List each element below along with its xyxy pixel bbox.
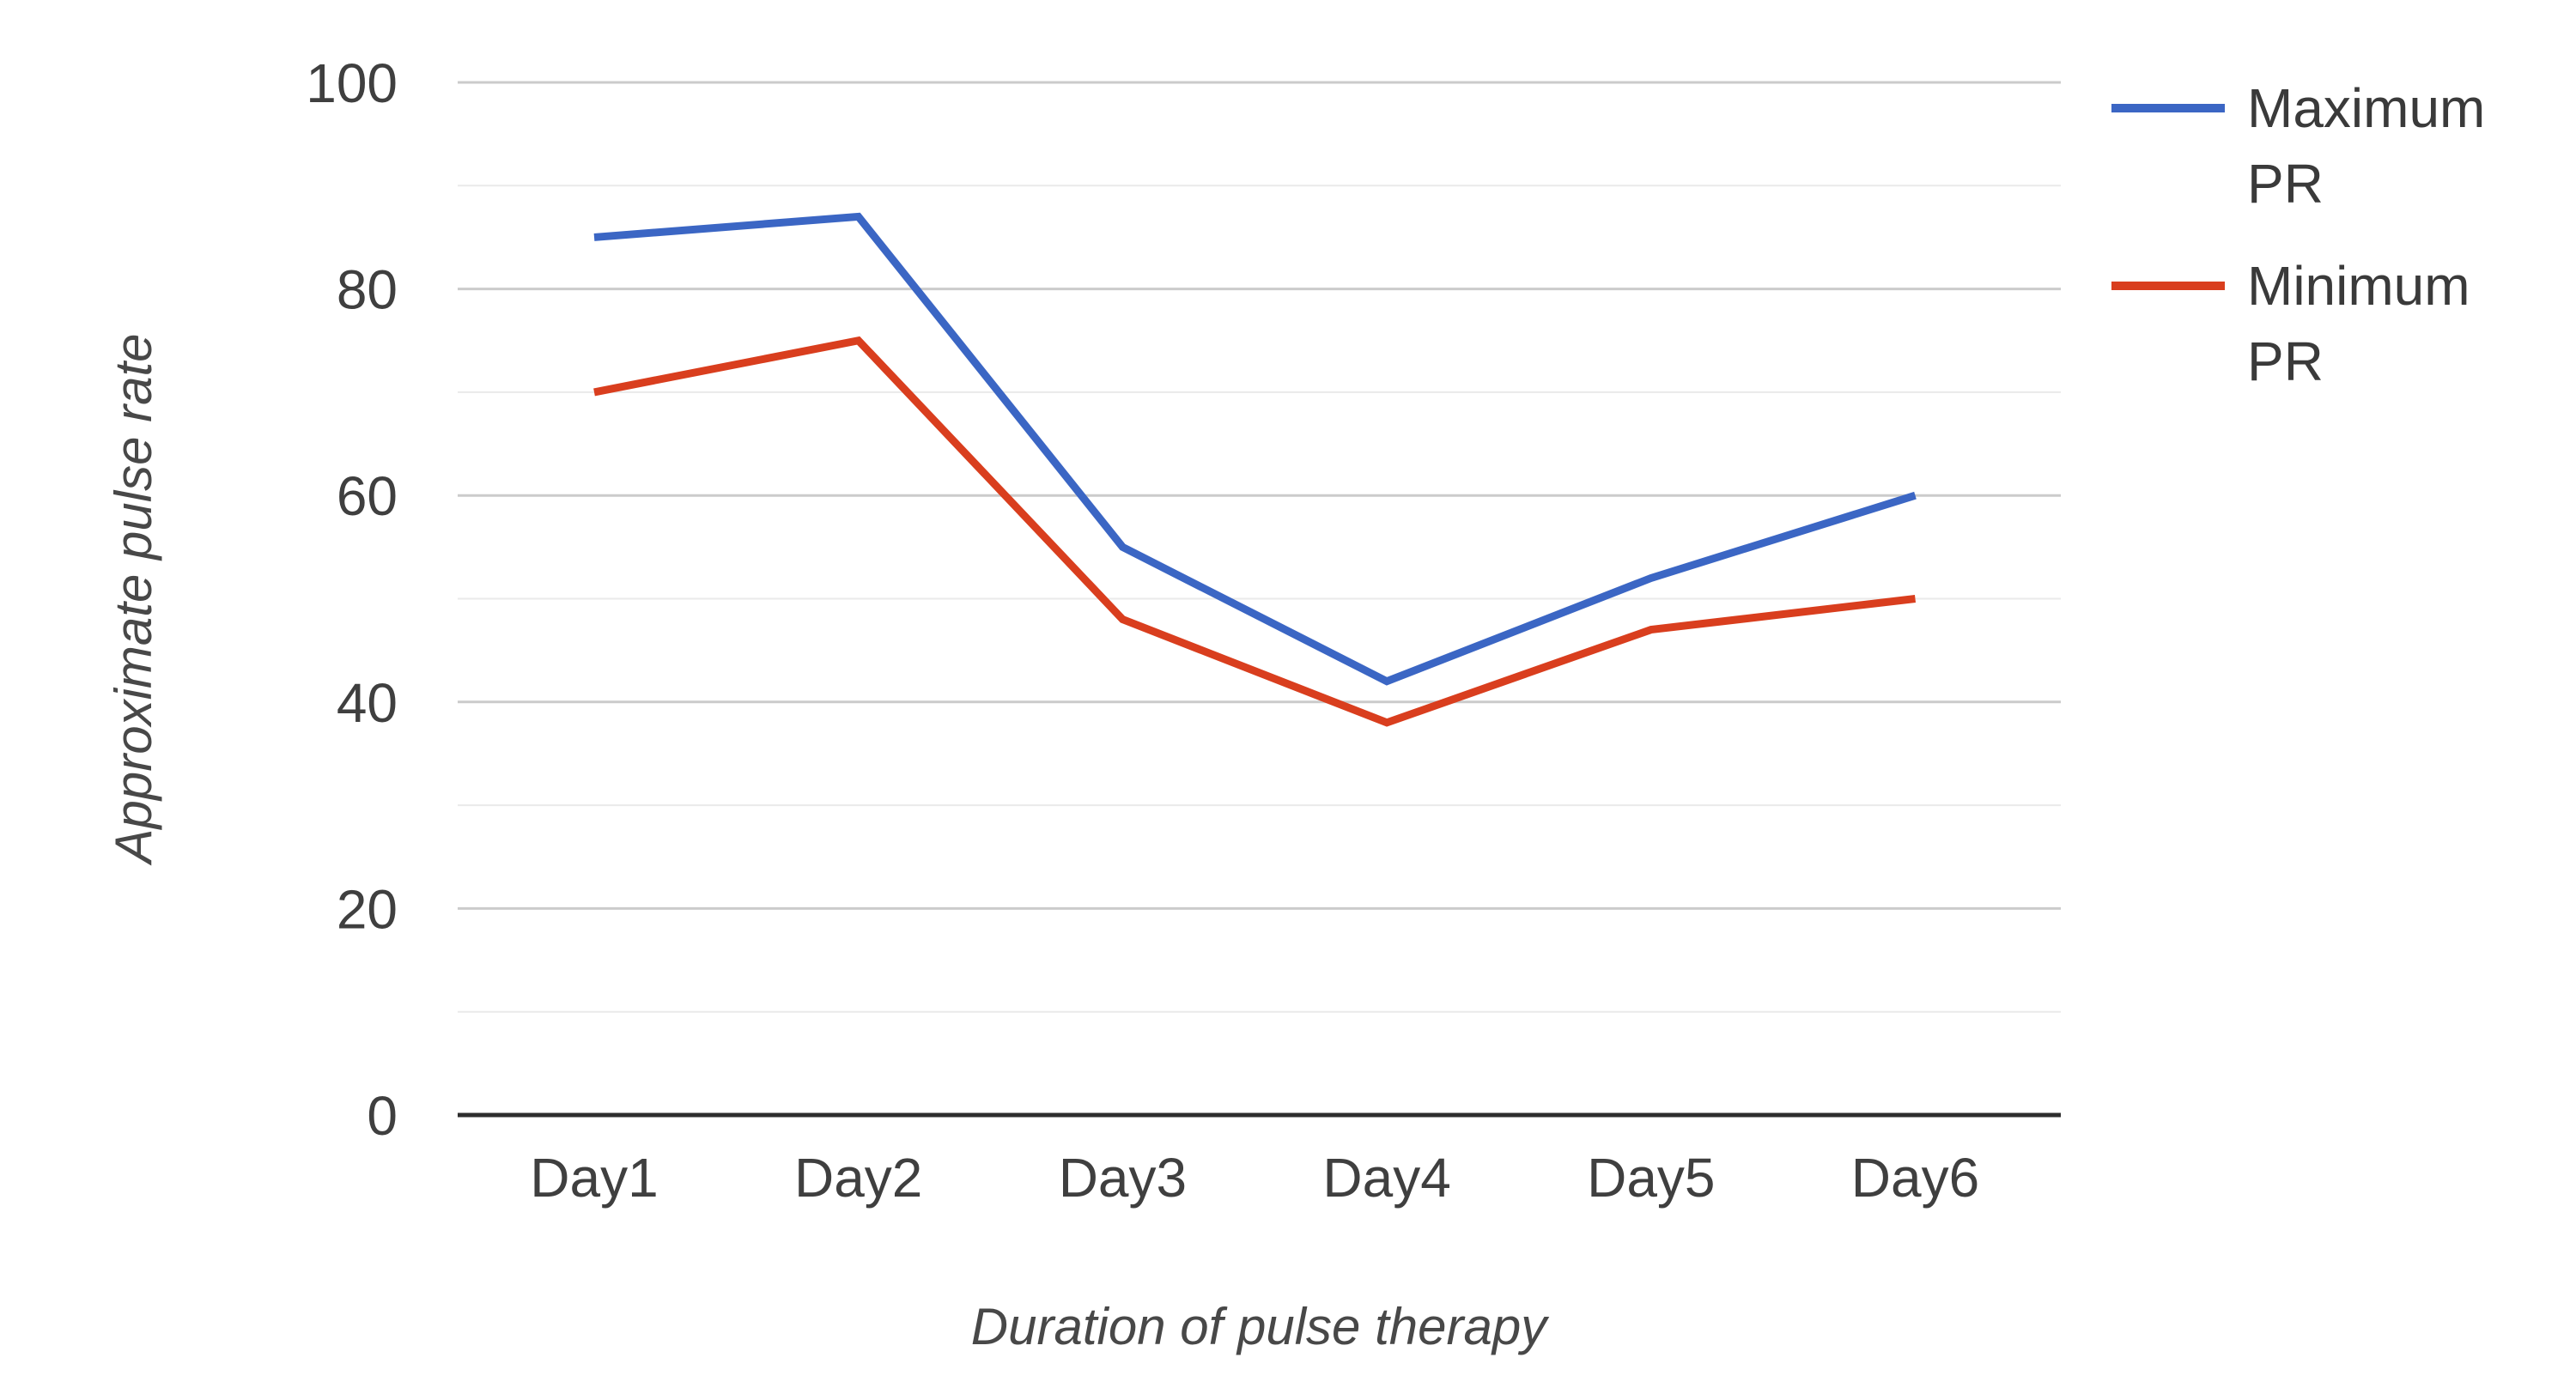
series-line-minimum-pr — [593, 336, 1917, 727]
x-tick-label: Day4 — [1322, 1147, 1450, 1209]
x-tick-label: Day2 — [794, 1147, 922, 1209]
y-tick-label: 60 — [337, 465, 398, 527]
legend: Maximum PR Minimum PR — [2111, 70, 2558, 426]
legend-swatch — [2111, 282, 2225, 290]
legend-swatch — [2111, 104, 2225, 112]
legend-item-maximum-pr: Maximum PR — [2111, 70, 2558, 221]
legend-label: Maximum PR — [2247, 77, 2486, 215]
x-tick-label: Day1 — [530, 1147, 658, 1209]
series-lines — [593, 212, 1917, 727]
x-tick-labels: Day1 Day2 Day3 Day4 Day5 Day6 — [530, 1147, 1979, 1209]
y-tick-label: 40 — [337, 672, 398, 734]
y-tick-labels: 0 20 40 60 80 100 — [306, 52, 398, 1147]
y-tick-label: 100 — [306, 52, 398, 114]
x-tick-label: Day3 — [1059, 1147, 1187, 1209]
y-tick-label: 0 — [367, 1085, 398, 1147]
y-axis-title: Approximate pulse rate — [105, 334, 162, 866]
gridlines — [458, 81, 2061, 1013]
x-tick-label: Day5 — [1587, 1147, 1715, 1209]
legend-item-minimum-pr: Minimum PR — [2111, 248, 2558, 399]
x-tick-label: Day6 — [1851, 1147, 1979, 1209]
x-axis-title: Duration of pulse therapy — [971, 1298, 1550, 1355]
series-line-maximum-pr — [593, 212, 1917, 686]
legend-label: Minimum PR — [2247, 255, 2470, 392]
y-tick-label: 20 — [337, 878, 398, 940]
y-tick-label: 80 — [337, 259, 398, 321]
